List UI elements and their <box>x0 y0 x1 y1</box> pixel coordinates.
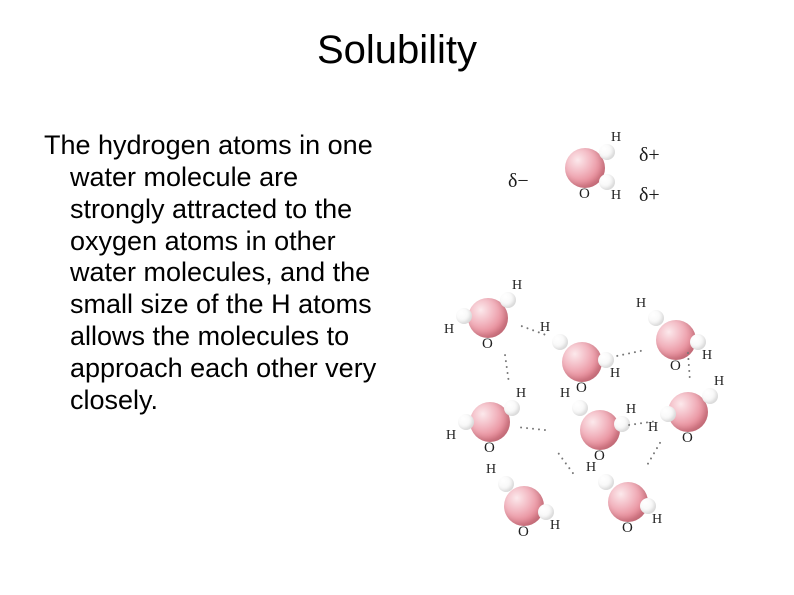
hydrogen-atom <box>498 476 514 492</box>
hydrogen-label: H <box>550 518 560 534</box>
hydrogen-bond <box>554 450 580 480</box>
delta-plus-top-label: δ+ <box>639 144 660 167</box>
hydrogen-bond <box>520 422 551 435</box>
hydrogen-label: H <box>636 296 646 312</box>
hydrogen-atom <box>614 416 630 432</box>
hydrogen-label: H <box>648 420 658 436</box>
oxygen-label: O <box>518 524 529 541</box>
hydrogen-label: H <box>586 460 596 476</box>
oxygen-label: O <box>576 380 587 397</box>
hydrogen-atom <box>599 144 615 160</box>
hydrogen-atom <box>504 400 520 416</box>
slide-body: The hydrogen atoms in one water molecule… <box>44 130 394 417</box>
oxygen-atom <box>562 342 602 382</box>
delta-minus-label: δ− <box>508 170 529 193</box>
hydrogen-atom <box>572 400 588 416</box>
hydrogen-label: H <box>652 512 662 528</box>
oxygen-label: O <box>579 186 590 203</box>
hydrogen-bond <box>615 345 646 361</box>
water-molecule-diagram: δ− δ+ δ+ OHHOHHOHHOHHOHHOHHOHHOHHOHH <box>420 130 760 570</box>
hydrogen-atom <box>702 388 718 404</box>
hydrogen-label: H <box>714 374 724 390</box>
hydrogen-atom <box>456 308 472 324</box>
hydrogen-label: H <box>540 320 550 336</box>
hydrogen-atom <box>458 414 474 430</box>
hydrogen-bond <box>641 440 665 471</box>
delta-plus-bottom-label: δ+ <box>639 184 660 207</box>
hydrogen-label: H <box>446 428 456 444</box>
oxygen-atom <box>504 486 544 526</box>
slide-body-text: The hydrogen atoms in one water molecule… <box>44 130 394 417</box>
hydrogen-label: H <box>516 386 526 402</box>
hydrogen-label: H <box>626 402 636 418</box>
hydrogen-label: H <box>560 386 570 402</box>
hydrogen-atom <box>660 406 676 422</box>
hydrogen-atom <box>598 474 614 490</box>
hydrogen-label: H <box>512 278 522 294</box>
hydrogen-atom <box>552 334 568 350</box>
oxygen-atom <box>580 410 620 450</box>
oxygen-label: O <box>622 520 633 537</box>
oxygen-label: O <box>670 358 681 375</box>
hydrogen-label: H <box>611 130 621 146</box>
oxygen-label: O <box>484 440 495 457</box>
hydrogen-atom <box>648 310 664 326</box>
hydrogen-label: H <box>444 322 454 338</box>
hydrogen-label: H <box>611 188 621 204</box>
slide-title: Solubility <box>0 28 794 73</box>
hydrogen-label: H <box>486 462 496 478</box>
hydrogen-label: H <box>610 366 620 382</box>
hydrogen-atom <box>500 292 516 308</box>
slide: Solubility The hydrogen atoms in one wat… <box>0 0 794 595</box>
hydrogen-bond <box>500 353 514 384</box>
oxygen-label: O <box>482 336 493 353</box>
hydrogen-label: H <box>702 348 712 364</box>
oxygen-label: O <box>682 430 693 447</box>
